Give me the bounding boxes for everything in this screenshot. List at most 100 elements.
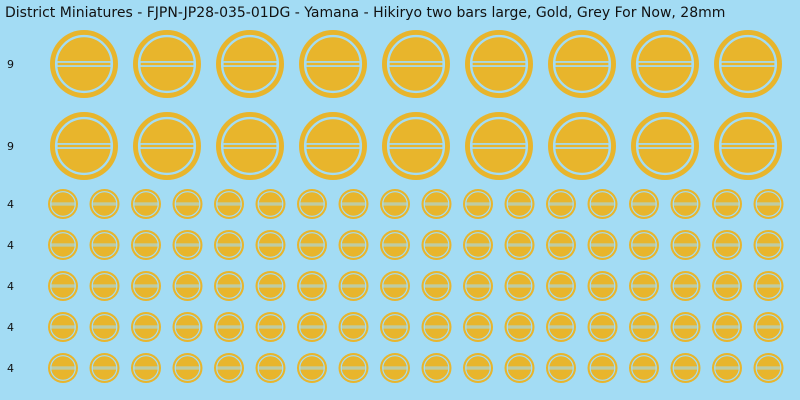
mon-icon: [421, 271, 452, 301]
bar: [590, 243, 615, 247]
bar: [55, 61, 113, 67]
bar: [258, 325, 283, 329]
mon-icon: [714, 30, 782, 98]
bar: [382, 325, 408, 329]
mon-icon: [380, 312, 410, 342]
mon-icon: [463, 312, 493, 342]
mon-icon: [48, 271, 78, 301]
bar: [50, 325, 76, 329]
bar: [631, 284, 657, 288]
bar: [631, 325, 657, 329]
bar: [258, 202, 283, 206]
bar: [216, 243, 242, 247]
mon-icon: [629, 189, 659, 219]
bar: [465, 325, 491, 329]
bar: [92, 284, 117, 288]
mon-icon: [48, 189, 78, 219]
mon-icon: [338, 353, 369, 383]
mon-icon: [338, 230, 369, 260]
bar: [553, 61, 611, 67]
bar: [673, 202, 698, 206]
bar: [258, 243, 283, 247]
bar: [470, 143, 528, 149]
bar: [465, 202, 491, 206]
mon-icon: [629, 230, 659, 260]
mon-icon: [255, 230, 286, 260]
mon-icon: [216, 112, 284, 180]
row-label: 4: [7, 198, 14, 211]
bar: [673, 325, 698, 329]
mon-icon: [546, 189, 576, 219]
mon-icon: [546, 312, 576, 342]
mon-icon: [89, 230, 120, 260]
row-label: 4: [7, 280, 14, 293]
bar: [507, 325, 532, 329]
bar: [304, 61, 362, 67]
mon-icon: [670, 353, 701, 383]
bar: [631, 243, 657, 247]
mon-icon: [172, 230, 203, 260]
bar: [341, 284, 366, 288]
bar: [175, 325, 200, 329]
bar: [631, 366, 657, 370]
bar: [216, 325, 242, 329]
mon-icon: [50, 112, 118, 180]
mon-icon: [89, 189, 120, 219]
bar: [138, 61, 196, 67]
bar: [341, 325, 366, 329]
bar: [382, 243, 408, 247]
bar: [341, 243, 366, 247]
mon-icon: [338, 271, 369, 301]
bar: [636, 61, 694, 67]
mon-icon: [504, 353, 535, 383]
mon-icon: [255, 353, 286, 383]
bar: [553, 143, 611, 149]
mon-icon: [380, 271, 410, 301]
bar: [424, 284, 449, 288]
mon-icon: [465, 30, 533, 98]
mon-icon: [172, 271, 203, 301]
mon-icon: [172, 353, 203, 383]
mon-icon: [753, 353, 784, 383]
mon-icon: [131, 230, 161, 260]
mon-icon: [214, 189, 244, 219]
mon-icon: [382, 30, 450, 98]
mon-icon: [421, 189, 452, 219]
bar: [756, 284, 781, 288]
bar: [548, 284, 574, 288]
mon-icon: [89, 271, 120, 301]
bar: [714, 243, 740, 247]
bar: [304, 143, 362, 149]
mon-icon: [712, 230, 742, 260]
mon-icon: [670, 230, 701, 260]
bar: [92, 202, 117, 206]
mon-icon: [214, 271, 244, 301]
sheet-title: District Miniatures - FJPN-JP28-035-01DG…: [5, 5, 725, 21]
mon-icon: [172, 312, 203, 342]
mon-icon: [380, 230, 410, 260]
mon-icon: [587, 312, 618, 342]
mon-icon: [214, 230, 244, 260]
bar: [714, 284, 740, 288]
mon-icon: [172, 189, 203, 219]
mon-icon: [421, 312, 452, 342]
bar: [92, 243, 117, 247]
mon-icon: [89, 353, 120, 383]
bar: [258, 284, 283, 288]
mon-icon: [131, 353, 161, 383]
bar: [673, 243, 698, 247]
bar: [341, 202, 366, 206]
mon-icon: [131, 312, 161, 342]
bar: [216, 202, 242, 206]
mon-icon: [712, 353, 742, 383]
mon-icon: [297, 271, 327, 301]
bar: [470, 61, 528, 67]
mon-icon: [753, 230, 784, 260]
mon-icon: [297, 189, 327, 219]
bar: [133, 243, 159, 247]
mon-icon: [48, 312, 78, 342]
bar: [507, 366, 532, 370]
row-label: 4: [7, 362, 14, 375]
bar: [756, 243, 781, 247]
bar: [424, 325, 449, 329]
